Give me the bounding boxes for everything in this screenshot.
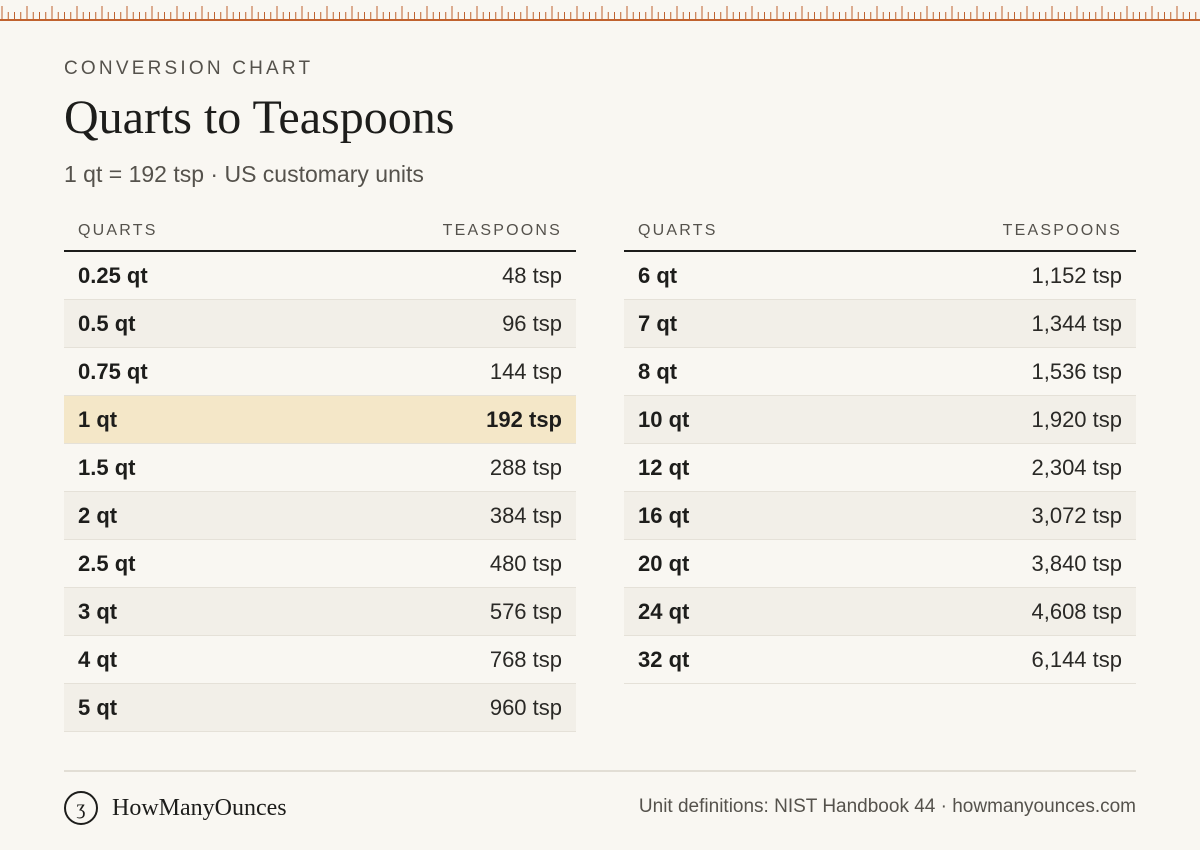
quarts-value: 6 qt — [638, 262, 678, 288]
quarts-value: 32 qt — [638, 646, 690, 672]
table-row: 1.5 qt 288 tsp — [64, 444, 576, 492]
teaspoons-value: 480 tsp — [489, 550, 562, 576]
quarts-value: 5 qt — [78, 694, 118, 720]
teaspoons-value: 48 tsp — [502, 262, 562, 288]
table-row: 12 qt 2,304 tsp — [624, 444, 1136, 492]
table-row: 5 qt 960 tsp — [64, 684, 576, 732]
teaspoons-value: 144 tsp — [489, 358, 562, 384]
teaspoons-value: 96 tsp — [502, 310, 562, 336]
table-header: QUARTS TEASPOONS — [624, 212, 1136, 252]
teaspoons-value: 3,072 tsp — [1031, 502, 1122, 528]
brand-name: HowManyOunces — [112, 794, 287, 821]
table-row-highlighted: 1 qt 192 tsp — [64, 396, 576, 444]
quarts-value: 0.25 qt — [78, 262, 148, 288]
table-row: 6 qt 1,152 tsp — [624, 252, 1136, 300]
eyebrow-label: CONVERSION CHART — [64, 58, 314, 79]
page-subtitle: 1 qt = 192 tsp · US customary units — [64, 161, 424, 187]
quarts-value: 16 qt — [638, 502, 690, 528]
table-row: 2.5 qt 480 tsp — [64, 540, 576, 588]
teaspoons-value: 6,144 tsp — [1031, 646, 1122, 672]
page-title: Quarts to Teaspoons — [64, 91, 455, 144]
brand-logo[interactable]: ʒ HowManyOunces — [64, 790, 287, 826]
quarts-value: 0.5 qt — [78, 310, 136, 336]
teaspoons-value: 3,840 tsp — [1031, 550, 1122, 576]
quarts-value: 3 qt — [78, 598, 118, 624]
table-row: 0.25 qt 48 tsp — [64, 252, 576, 300]
table-row: 3 qt 576 tsp — [64, 588, 576, 636]
ruler-ticks — [0, 6, 1200, 21]
teaspoons-value: 1,344 tsp — [1031, 310, 1122, 336]
column-header-teaspoons: TEASPOONS — [442, 222, 562, 239]
table-body: 6 qt 1,152 tsp 7 qt 1,344 tsp 8 qt 1,536 tsp 1… — [624, 252, 1136, 684]
quarts-value: 7 qt — [638, 310, 678, 336]
quarts-value: 10 qt — [638, 406, 690, 432]
teaspoons-value: 576 tsp — [489, 598, 562, 624]
conversion-table-right: QUARTS TEASPOONS 6 qt 1,152 tsp 7 qt 1,344 … — [624, 212, 1136, 684]
column-header-teaspoons: TEASPOONS — [1002, 222, 1122, 239]
teaspoons-value: 384 tsp — [489, 502, 562, 528]
table-row: 4 qt 768 tsp — [64, 636, 576, 684]
column-header-quarts: QUARTS — [638, 222, 718, 239]
ruler-decoration — [0, 0, 1200, 22]
teaspoons-value: 288 tsp — [489, 454, 562, 480]
table-row: 10 qt 1,920 tsp — [624, 396, 1136, 444]
footer-divider — [64, 770, 1136, 772]
quarts-value: 1 qt — [78, 406, 118, 432]
quarts-value: 2 qt — [78, 502, 118, 528]
table-body: 0.25 qt 48 tsp 0.5 qt 96 tsp 0.75 qt 144 tsp 1… — [64, 252, 576, 732]
table-row: 2 qt 384 tsp — [64, 492, 576, 540]
teaspoons-value: 768 tsp — [489, 646, 562, 672]
table-row: 24 qt 4,608 tsp — [624, 588, 1136, 636]
source-citation: Unit definitions: NIST Handbook 44 · how… — [638, 796, 1136, 817]
table-row: 20 qt 3,840 tsp — [624, 540, 1136, 588]
quarts-value: 0.75 qt — [78, 358, 148, 384]
quarts-value: 2.5 qt — [78, 550, 136, 576]
table-row: 7 qt 1,344 tsp — [624, 300, 1136, 348]
quarts-value: 1.5 qt — [78, 454, 136, 480]
table-row: 8 qt 1,536 tsp — [624, 348, 1136, 396]
quarts-value: 20 qt — [638, 550, 690, 576]
table-row: 0.5 qt 96 tsp — [64, 300, 576, 348]
quarts-value: 24 qt — [638, 598, 690, 624]
teaspoons-value: 960 tsp — [489, 694, 562, 720]
teaspoons-value: 192 tsp — [486, 406, 562, 432]
conversion-table-left: QUARTS TEASPOONS 0.25 qt 48 tsp 0.5 qt 96 t… — [64, 212, 576, 732]
column-header-quarts: QUARTS — [78, 222, 158, 239]
teaspoons-value: 1,152 tsp — [1031, 262, 1122, 288]
teaspoons-value: 2,304 tsp — [1031, 454, 1122, 480]
table-row: 0.75 qt 144 tsp — [64, 348, 576, 396]
table-row: 32 qt 6,144 tsp — [624, 636, 1136, 684]
quarts-value: 8 qt — [638, 358, 678, 384]
teaspoons-value: 4,608 tsp — [1031, 598, 1122, 624]
ounce-glyph-icon: ʒ — [64, 791, 98, 825]
quarts-value: 4 qt — [78, 646, 118, 672]
teaspoons-value: 1,536 tsp — [1031, 358, 1122, 384]
teaspoons-value: 1,920 tsp — [1031, 406, 1122, 432]
quarts-value: 12 qt — [638, 454, 690, 480]
table-row: 16 qt 3,072 tsp — [624, 492, 1136, 540]
table-header: QUARTS TEASPOONS — [64, 212, 576, 252]
